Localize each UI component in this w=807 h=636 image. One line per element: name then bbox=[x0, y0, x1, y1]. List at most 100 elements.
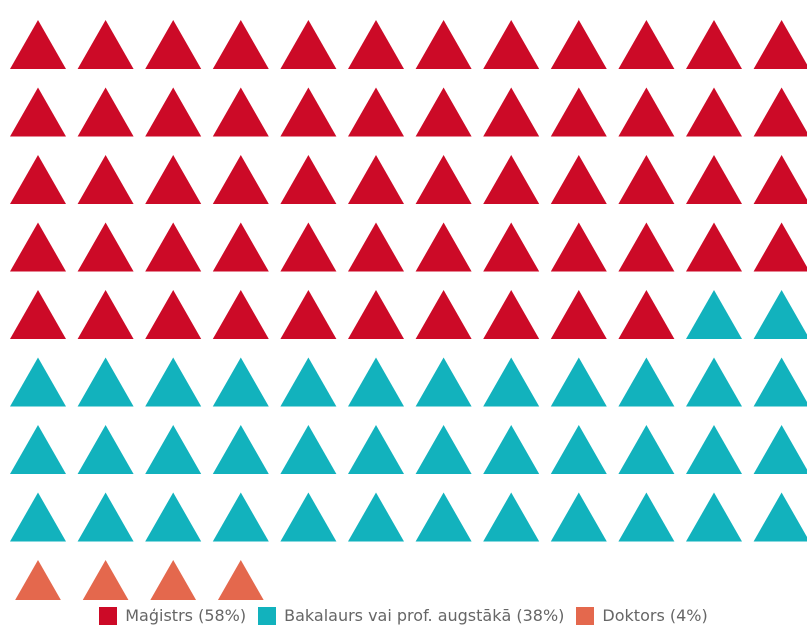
waffle-icon-series-0-13 bbox=[77, 87, 134, 137]
waffle-icon-series-0-6 bbox=[415, 20, 472, 69]
waffle-icon-series-0-56 bbox=[550, 290, 607, 339]
waffle-icon-series-1-9 bbox=[483, 357, 540, 407]
legend: Maģistrs (58%) Bakalaurs vai prof. augst… bbox=[0, 606, 807, 625]
waffle-icon-series-0-23 bbox=[753, 87, 807, 137]
waffle-icon-series-0-22 bbox=[686, 87, 742, 137]
waffle-icon-series-0-17 bbox=[348, 87, 404, 137]
waffle-icon-series-1-37 bbox=[753, 492, 807, 542]
waffle-icon-series-1-23 bbox=[618, 425, 675, 474]
waffle-icon-series-0-32 bbox=[550, 155, 607, 204]
waffle-icon-series-0-15 bbox=[212, 87, 269, 137]
waffle-icon-series-1-24 bbox=[686, 425, 742, 474]
waffle-icon-series-0-39 bbox=[212, 222, 269, 272]
waffle-icon-series-0-42 bbox=[415, 222, 472, 272]
waffle-icon-series-0-11 bbox=[753, 20, 807, 69]
waffle-icon-series-0-57 bbox=[618, 290, 675, 339]
waffle-icon-series-0-8 bbox=[550, 20, 607, 69]
legend-item-magistrs[interactable]: Maģistrs (58%) bbox=[99, 606, 246, 625]
waffle-icon-series-0-24 bbox=[10, 155, 66, 204]
waffle-icon-series-1-26 bbox=[10, 492, 66, 542]
waffle-icon-series-0-21 bbox=[618, 87, 675, 137]
waffle-icon-series-0-19 bbox=[483, 87, 540, 137]
waffle-icon-series-0-52 bbox=[280, 290, 337, 339]
waffle-icon-series-0-12 bbox=[10, 87, 66, 137]
waffle-icon-series-0-10 bbox=[686, 20, 742, 69]
waffle-icon-series-1-4 bbox=[145, 357, 202, 407]
waffle-icon-series-1-35 bbox=[618, 492, 675, 542]
waffle-icon-series-1-25 bbox=[753, 425, 807, 474]
waffle-icon-series-0-55 bbox=[483, 290, 540, 339]
waffle-icon-series-1-31 bbox=[348, 492, 404, 542]
legend-item-doktors[interactable]: Doktors (4%) bbox=[576, 606, 708, 625]
waffle-icon-series-1-8 bbox=[415, 357, 472, 407]
waffle-icon-series-0-50 bbox=[145, 290, 202, 339]
waffle-icon-series-0-9 bbox=[618, 20, 675, 69]
waffle-icon-series-1-32 bbox=[415, 492, 472, 542]
waffle-icon-series-0-33 bbox=[618, 155, 675, 204]
waffle-icon-series-1-1 bbox=[753, 290, 807, 339]
waffle-icon-series-0-16 bbox=[280, 87, 337, 137]
waffle-icon-series-0-28 bbox=[280, 155, 337, 204]
waffle-icon-series-1-7 bbox=[348, 357, 404, 407]
waffle-icon-series-0-27 bbox=[212, 155, 269, 204]
waffle-icon-series-0-40 bbox=[280, 222, 337, 272]
waffle-icon-series-0-3 bbox=[212, 20, 269, 69]
waffle-icon-series-1-3 bbox=[77, 357, 134, 407]
waffle-icon-series-1-14 bbox=[10, 425, 66, 474]
waffle-icon-series-1-18 bbox=[280, 425, 337, 474]
waffle-icon-series-1-16 bbox=[145, 425, 202, 474]
legend-swatch-bakalaurs bbox=[258, 606, 277, 625]
waffle-icon-series-1-12 bbox=[686, 357, 742, 407]
waffle-icon-series-1-15 bbox=[77, 425, 134, 474]
waffle-icon-series-2-3 bbox=[217, 560, 264, 600]
waffle-chart bbox=[10, 20, 807, 600]
waffle-icon-series-0-43 bbox=[483, 222, 540, 272]
legend-item-bakalaurs[interactable]: Bakalaurs vai prof. augstākā (38%) bbox=[258, 606, 564, 625]
waffle-icon-series-1-30 bbox=[280, 492, 337, 542]
waffle-icon-series-1-20 bbox=[415, 425, 472, 474]
waffle-icon-series-0-49 bbox=[77, 290, 134, 339]
waffle-icon-series-0-37 bbox=[77, 222, 134, 272]
waffle-icon-series-1-13 bbox=[753, 357, 807, 407]
waffle-icon-series-0-54 bbox=[415, 290, 472, 339]
waffle-icon-series-0-47 bbox=[753, 222, 807, 272]
waffle-icon-series-0-5 bbox=[348, 20, 404, 69]
waffle-icon-series-2-1 bbox=[82, 560, 129, 600]
waffle-icon-series-0-34 bbox=[686, 155, 742, 204]
waffle-icon-series-0-53 bbox=[348, 290, 404, 339]
waffle-icon-series-0-38 bbox=[145, 222, 202, 272]
waffle-icon-series-1-11 bbox=[618, 357, 675, 407]
waffle-icon-series-1-10 bbox=[550, 357, 607, 407]
waffle-icon-series-0-20 bbox=[550, 87, 607, 137]
waffle-icon-series-0-4 bbox=[280, 20, 337, 69]
waffle-icon-series-0-31 bbox=[483, 155, 540, 204]
waffle-icon-series-0-14 bbox=[145, 87, 202, 137]
waffle-icon-series-0-0 bbox=[10, 20, 66, 69]
legend-swatch-doktors bbox=[576, 606, 595, 625]
waffle-icon-series-1-22 bbox=[550, 425, 607, 474]
waffle-icon-series-0-41 bbox=[348, 222, 404, 272]
waffle-icon-series-1-29 bbox=[212, 492, 269, 542]
waffle-icon-series-1-33 bbox=[483, 492, 540, 542]
waffle-icon-series-1-21 bbox=[483, 425, 540, 474]
waffle-icon-series-0-36 bbox=[10, 222, 66, 272]
waffle-icon-series-1-17 bbox=[212, 425, 269, 474]
waffle-icon-series-0-25 bbox=[77, 155, 134, 204]
waffle-icon-series-0-29 bbox=[348, 155, 404, 204]
waffle-icon-series-0-46 bbox=[686, 222, 742, 272]
waffle-icon-series-1-27 bbox=[77, 492, 134, 542]
legend-label-bakalaurs: Bakalaurs vai prof. augstākā (38%) bbox=[284, 606, 565, 625]
waffle-icon-series-0-48 bbox=[10, 290, 66, 339]
legend-label-magistrs: Maģistrs (58%) bbox=[125, 606, 247, 625]
waffle-icon-series-0-30 bbox=[415, 155, 472, 204]
waffle-icon-series-0-18 bbox=[415, 87, 472, 137]
waffle-icon-series-1-0 bbox=[686, 290, 742, 339]
waffle-icon-series-0-35 bbox=[753, 155, 807, 204]
waffle-icon-series-0-44 bbox=[550, 222, 607, 272]
waffle-icon-series-0-51 bbox=[212, 290, 269, 339]
waffle-icon-series-1-34 bbox=[550, 492, 607, 542]
waffle-icon-series-2-0 bbox=[15, 560, 61, 600]
waffle-icon-series-0-26 bbox=[145, 155, 202, 204]
waffle-icon-series-1-19 bbox=[348, 425, 404, 474]
legend-swatch-magistrs bbox=[99, 606, 118, 625]
